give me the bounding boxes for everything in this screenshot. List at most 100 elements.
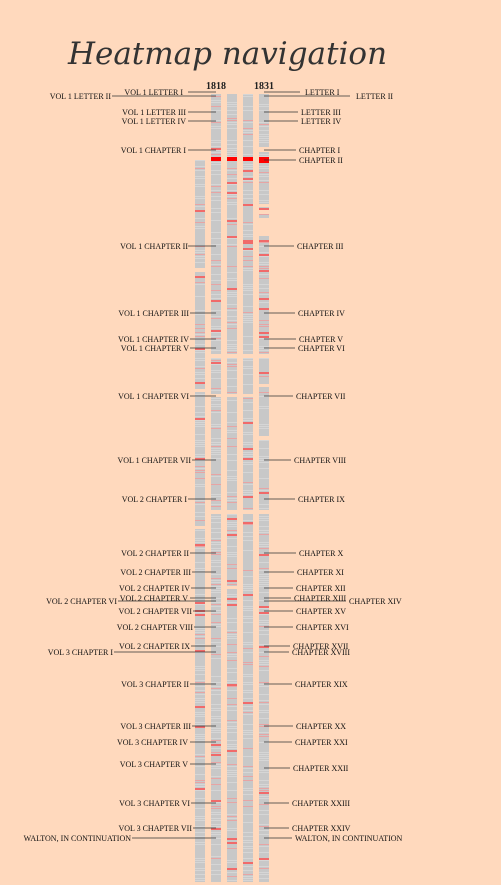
- heatmap-stripe: [211, 208, 221, 209]
- heatmap-stripe: [243, 496, 253, 498]
- left-label-vol-2-chapter-vi[interactable]: VOL 2 CHAPTER VI: [46, 597, 117, 606]
- right-label-letter-i[interactable]: LETTER I: [305, 88, 340, 97]
- left-label-vol-1-chapter-vii[interactable]: VOL 1 CHAPTER VII: [117, 456, 191, 465]
- right-label-chapter-x[interactable]: CHAPTER X: [299, 549, 343, 558]
- heatmap-stripe: [227, 764, 237, 765]
- right-label-chapter-i[interactable]: CHAPTER I: [299, 146, 340, 155]
- heatmap-stripe: [259, 760, 269, 761]
- heatmap-stripe: [195, 788, 205, 790]
- right-label-walton-in-continuation[interactable]: WALTON, IN CONTINUATION: [295, 834, 403, 843]
- left-label-vol-2-chapter-vii[interactable]: VOL 2 CHAPTER VII: [118, 607, 192, 616]
- right-label-chapter-xiv[interactable]: CHAPTER XIV: [349, 597, 402, 606]
- heatmap-stripe: [195, 652, 205, 653]
- right-label-chapter-xxiv[interactable]: CHAPTER XXIV: [292, 824, 351, 833]
- heatmap-stripe: [195, 256, 205, 257]
- heatmap-stripe: [211, 310, 221, 311]
- right-label-chapter-xi[interactable]: CHAPTER XI: [297, 568, 344, 577]
- left-label-vol-3-chapter-vi[interactable]: VOL 3 CHAPTER VI: [119, 799, 190, 808]
- heatmap-stripe: [227, 744, 237, 745]
- left-label-vol-1-letter-iii[interactable]: VOL 1 LETTER III: [122, 108, 186, 117]
- left-label-vol-2-chapter-viii[interactable]: VOL 2 CHAPTER VIII: [117, 623, 194, 632]
- right-label-letter-iii[interactable]: LETTER III: [301, 108, 341, 117]
- right-label-chapter-iv[interactable]: CHAPTER IV: [298, 309, 345, 318]
- heatmap-stripe: [211, 140, 221, 141]
- heatmap-stripe: [195, 670, 205, 671]
- heatmap-stripe: [195, 698, 205, 699]
- right-label-letter-ii[interactable]: LETTER II: [356, 92, 393, 101]
- heatmap-stripe: [259, 792, 269, 794]
- heatmap-column[interactable]: [243, 94, 253, 882]
- heatmap-stripe: [227, 150, 237, 151]
- left-label-vol-1-chapter-iv[interactable]: VOL 1 CHAPTER IV: [118, 335, 189, 344]
- right-label-chapter-xv[interactable]: CHAPTER XV: [296, 607, 346, 616]
- right-label-chapter-viii[interactable]: CHAPTER VIII: [294, 456, 346, 465]
- heatmap-stripe: [211, 404, 221, 405]
- heatmap-stripe: [211, 606, 221, 607]
- right-label-chapter-ix[interactable]: CHAPTER IX: [298, 495, 345, 504]
- heatmap-stripe: [195, 420, 205, 421]
- left-label-vol-1-chapter-ii[interactable]: VOL 1 CHAPTER II: [120, 242, 188, 251]
- left-label-vol-3-chapter-iii[interactable]: VOL 3 CHAPTER III: [120, 722, 191, 731]
- left-label-vol-2-chapter-iv[interactable]: VOL 2 CHAPTER IV: [119, 584, 190, 593]
- heatmap-stripe: [243, 776, 253, 777]
- left-label-vol-3-chapter-i[interactable]: VOL 3 CHAPTER I: [48, 648, 114, 657]
- heatmap-stripe: [211, 364, 221, 365]
- heatmap-stripe: [211, 362, 221, 364]
- heatmap-column[interactable]: [211, 94, 221, 882]
- left-label-walton-in-continuation[interactable]: WALTON, IN CONTINUATION: [24, 834, 132, 843]
- left-label-vol-3-chapter-vii[interactable]: VOL 3 CHAPTER VII: [118, 824, 192, 833]
- right-label-letter-iv[interactable]: LETTER IV: [301, 117, 341, 126]
- heatmap-gap: [259, 147, 269, 152]
- right-label-chapter-xii[interactable]: CHAPTER XII: [296, 584, 346, 593]
- left-label-vol-2-chapter-i[interactable]: VOL 2 CHAPTER I: [122, 495, 188, 504]
- heatmap-stripe: [195, 282, 205, 283]
- left-label-vol-2-chapter-ix[interactable]: VOL 2 CHAPTER IX: [119, 642, 190, 651]
- heatmap-stripe: [211, 400, 221, 401]
- right-label-chapter-v[interactable]: CHAPTER V: [299, 335, 343, 344]
- left-label-vol-3-chapter-v[interactable]: VOL 3 CHAPTER V: [120, 760, 188, 769]
- heatmap-stripe: [211, 504, 221, 505]
- heatmap-stripe: [195, 782, 205, 783]
- heatmap-stripe: [243, 180, 253, 181]
- left-label-vol-2-chapter-v[interactable]: VOL 2 CHAPTER V: [120, 594, 188, 603]
- right-label-chapter-xix[interactable]: CHAPTER XIX: [295, 680, 348, 689]
- left-label-vol-1-chapter-iii[interactable]: VOL 1 CHAPTER III: [118, 309, 189, 318]
- right-label-chapter-xxii[interactable]: CHAPTER XXII: [293, 764, 349, 773]
- right-label-chapter-vii[interactable]: CHAPTER VII: [296, 392, 346, 401]
- left-label-vol-1-chapter-vi[interactable]: VOL 1 CHAPTER VI: [118, 392, 189, 401]
- left-label-vol-1-letter-ii[interactable]: VOL 1 LETTER II: [50, 92, 112, 101]
- right-label-chapter-xvii[interactable]: CHAPTER XVII: [293, 642, 349, 651]
- heatmap-stripe: [211, 186, 221, 187]
- heatmap-stripe: [211, 766, 221, 767]
- heatmap-column[interactable]: [227, 94, 237, 882]
- heatmap-stripe: [259, 758, 269, 759]
- heatmap-stripe: [227, 580, 237, 582]
- right-label-chapter-iii[interactable]: CHAPTER III: [297, 242, 344, 251]
- right-label-chapter-xxiii[interactable]: CHAPTER XXIII: [292, 799, 350, 808]
- right-label-chapter-xiii[interactable]: CHAPTER XIII: [294, 594, 347, 603]
- left-label-vol-1-letter-iv[interactable]: VOL 1 LETTER IV: [122, 117, 187, 126]
- right-label-chapter-vi[interactable]: CHAPTER VI: [298, 344, 345, 353]
- left-label-vol-2-chapter-ii[interactable]: VOL 2 CHAPTER II: [121, 549, 189, 558]
- heatmap-stripe: [227, 656, 237, 657]
- left-label-vol-1-letter-i[interactable]: VOL 1 LETTER I: [124, 88, 183, 97]
- right-label-chapter-ii[interactable]: CHAPTER II: [299, 156, 343, 165]
- left-label-vol-3-chapter-ii[interactable]: VOL 3 CHAPTER II: [121, 680, 189, 689]
- heatmap-stripe: [259, 742, 269, 743]
- left-label-vol-1-chapter-i[interactable]: VOL 1 CHAPTER I: [121, 146, 187, 155]
- right-label-chapter-xx[interactable]: CHAPTER XX: [296, 722, 346, 731]
- left-label-vol-2-chapter-iii[interactable]: VOL 2 CHAPTER III: [120, 568, 191, 577]
- left-label-vol-3-chapter-iv[interactable]: VOL 3 CHAPTER IV: [117, 738, 188, 747]
- right-label-chapter-xxi[interactable]: CHAPTER XXI: [295, 738, 348, 747]
- right-label-chapter-xviii[interactable]: CHAPTER XVIII: [292, 648, 350, 657]
- heatmap-stripe: [243, 190, 253, 191]
- right-label-chapter-xvi[interactable]: CHAPTER XVI: [296, 623, 349, 632]
- heatmap-stripe: [227, 552, 237, 553]
- heatmap-stripe: [195, 456, 205, 457]
- heatmap-stripe: [195, 394, 205, 395]
- heatmap-stripe: [243, 842, 253, 843]
- heatmap-stripe: [259, 874, 269, 875]
- left-label-vol-1-chapter-v[interactable]: VOL 1 CHAPTER V: [121, 344, 189, 353]
- heatmap-stripe: [243, 698, 253, 699]
